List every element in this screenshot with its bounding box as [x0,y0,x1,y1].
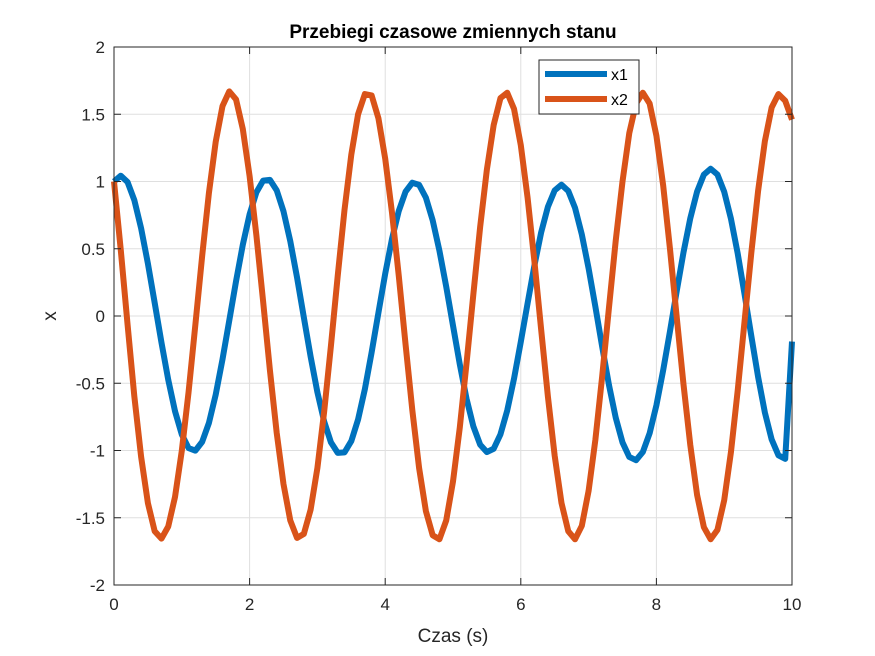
x-tick-label: 2 [245,595,254,614]
y-tick-label: 2 [96,38,105,57]
y-tick-label: 0.5 [81,240,105,259]
x-tick-label: 0 [109,595,118,614]
x-axis-label: Czas (s) [418,626,489,647]
y-tick-label: -0.5 [76,374,105,393]
series-layer [111,88,795,543]
x-tick-label: 4 [380,595,389,614]
legend-label-x2: x2 [611,92,628,109]
x-tick-label: 8 [652,595,661,614]
legend-label-x1: x1 [611,67,628,84]
y-tick-label: -2 [90,576,105,595]
y-tick-label: -1 [90,442,105,461]
y-tick-label: 1.5 [81,105,105,124]
y-axis: -2 -1.5 -1 -0.5 0 0.5 1 1.5 2 [76,38,792,595]
y-tick-label: 1 [96,173,105,192]
y-axis-label: x [40,311,61,321]
x-axis: 0 2 4 6 8 10 [109,47,801,614]
x-tick-label: 10 [783,595,802,614]
series-line-x1 [112,165,795,464]
legend-box [538,59,640,115]
y-tick-label: 0 [96,307,105,326]
series-line-x2 [111,88,795,543]
y-tick-label: -1.5 [76,509,105,528]
x-tick-label: 6 [516,595,525,614]
chart-title: Przebiegi czasowe zmiennych stanu [289,22,616,43]
